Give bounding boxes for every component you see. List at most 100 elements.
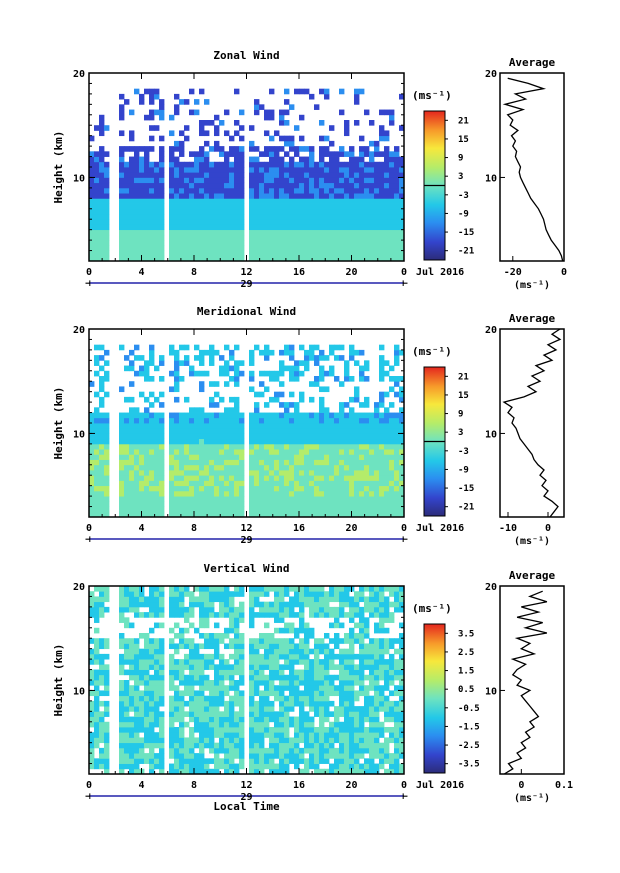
colorbar-tick-label: -21 xyxy=(458,247,474,257)
heatmap-cell xyxy=(359,240,365,246)
heatmap-cell xyxy=(199,407,205,413)
heatmap-cell xyxy=(294,747,300,754)
heatmap-cell xyxy=(319,229,325,236)
heatmap-cell xyxy=(199,506,205,513)
heatmap-cell xyxy=(134,172,140,178)
heatmap-cell xyxy=(234,511,240,518)
heatmap-cell xyxy=(189,464,195,471)
heatmap-cell xyxy=(309,412,315,419)
heatmap-cell xyxy=(269,742,275,749)
heatmap-cell xyxy=(99,737,105,744)
heatmap-cell xyxy=(299,680,305,686)
heatmap-cell xyxy=(254,459,260,466)
heatmap-cell xyxy=(194,753,200,759)
heatmap-cell xyxy=(129,700,135,707)
heatmap-cell xyxy=(324,601,330,608)
x-tick-label: 16 xyxy=(293,780,305,791)
heatmap-cell xyxy=(394,727,400,733)
heatmap-cell xyxy=(274,391,280,398)
heatmap-cell xyxy=(159,700,165,707)
heatmap-cell xyxy=(364,633,370,639)
heatmap-cell xyxy=(379,753,385,759)
heatmap-cell xyxy=(214,674,220,681)
heatmap-cell xyxy=(204,475,210,481)
heatmap-cell xyxy=(234,612,240,618)
heatmap-cell xyxy=(359,88,365,95)
heatmap-cell xyxy=(249,622,255,629)
heatmap-cell xyxy=(234,501,240,507)
heatmap-cell xyxy=(154,454,160,460)
heatmap-cell xyxy=(339,653,345,660)
heatmap-cell xyxy=(304,234,310,241)
heatmap-cell xyxy=(334,586,340,592)
heatmap-cell xyxy=(319,433,325,440)
heatmap-cell xyxy=(179,245,185,251)
heatmap-cell xyxy=(134,245,140,251)
heatmap-cell xyxy=(219,146,225,152)
heatmap-cell xyxy=(224,596,230,603)
heatmap-cell xyxy=(349,146,355,152)
heatmap-cell xyxy=(259,721,265,728)
heatmap-cell xyxy=(204,250,210,257)
heatmap-cell xyxy=(149,470,155,476)
heatmap-cell xyxy=(229,643,235,650)
heatmap-cell xyxy=(359,182,365,189)
heatmap-cell xyxy=(129,146,135,152)
heatmap-cell xyxy=(159,622,165,629)
heatmap-cell xyxy=(214,146,220,152)
heatmap-cell xyxy=(384,224,390,231)
heatmap-cell xyxy=(359,511,365,518)
heatmap-cell xyxy=(104,732,110,738)
heatmap-cell xyxy=(149,114,155,121)
heatmap-cell xyxy=(334,177,340,184)
heatmap-cell xyxy=(319,187,325,194)
heatmap-cell xyxy=(384,146,390,152)
heatmap-cell xyxy=(354,591,360,597)
heatmap-cell xyxy=(234,716,240,723)
heatmap-cell xyxy=(149,596,155,603)
heatmap-cell xyxy=(359,763,365,770)
heatmap-cell xyxy=(239,167,245,173)
heatmap-cell xyxy=(254,224,260,231)
heatmap-cell xyxy=(289,433,295,440)
heatmap-cell xyxy=(374,627,380,634)
heatmap-cell xyxy=(284,747,290,754)
heatmap-cell xyxy=(399,229,405,236)
heatmap-cell xyxy=(364,475,370,481)
heatmap-cell xyxy=(284,700,290,707)
heatmap-cell xyxy=(99,250,105,257)
heatmap-cell xyxy=(369,653,375,660)
heatmap-cell xyxy=(229,490,235,497)
heatmap-cell xyxy=(359,417,365,424)
heatmap-cell xyxy=(134,198,140,204)
heatmap-cell xyxy=(399,601,405,608)
heatmap-cell xyxy=(389,214,395,220)
heatmap-cell xyxy=(209,721,215,728)
heatmap-cell xyxy=(289,167,295,173)
heatmap-cell xyxy=(94,172,100,178)
heatmap-cell xyxy=(304,193,310,199)
heatmap-cell xyxy=(319,586,325,592)
heatmap-cell xyxy=(329,727,335,733)
heatmap-cell xyxy=(249,674,255,681)
heatmap-cell xyxy=(274,601,280,608)
heatmap-cell xyxy=(249,240,255,246)
heatmap-cell xyxy=(174,381,180,387)
heatmap-cell xyxy=(139,240,145,246)
heatmap-cell xyxy=(279,664,285,670)
heatmap-cell xyxy=(374,674,380,681)
average-frame xyxy=(499,585,565,775)
colorbar-tick-label: 3.5 xyxy=(458,629,474,639)
heatmap-cell xyxy=(359,255,365,262)
heatmap-cell xyxy=(279,428,285,434)
heatmap-cell xyxy=(274,768,280,775)
heatmap-cell xyxy=(344,695,350,702)
heatmap-cell xyxy=(314,653,320,660)
heatmap-cell xyxy=(344,711,350,717)
heatmap-cell xyxy=(224,506,230,513)
heatmap-cell xyxy=(389,449,395,455)
heatmap-cell xyxy=(144,234,150,241)
heatmap-cell xyxy=(129,449,135,455)
heatmap-cell xyxy=(194,229,200,236)
heatmap-cell xyxy=(304,172,310,178)
